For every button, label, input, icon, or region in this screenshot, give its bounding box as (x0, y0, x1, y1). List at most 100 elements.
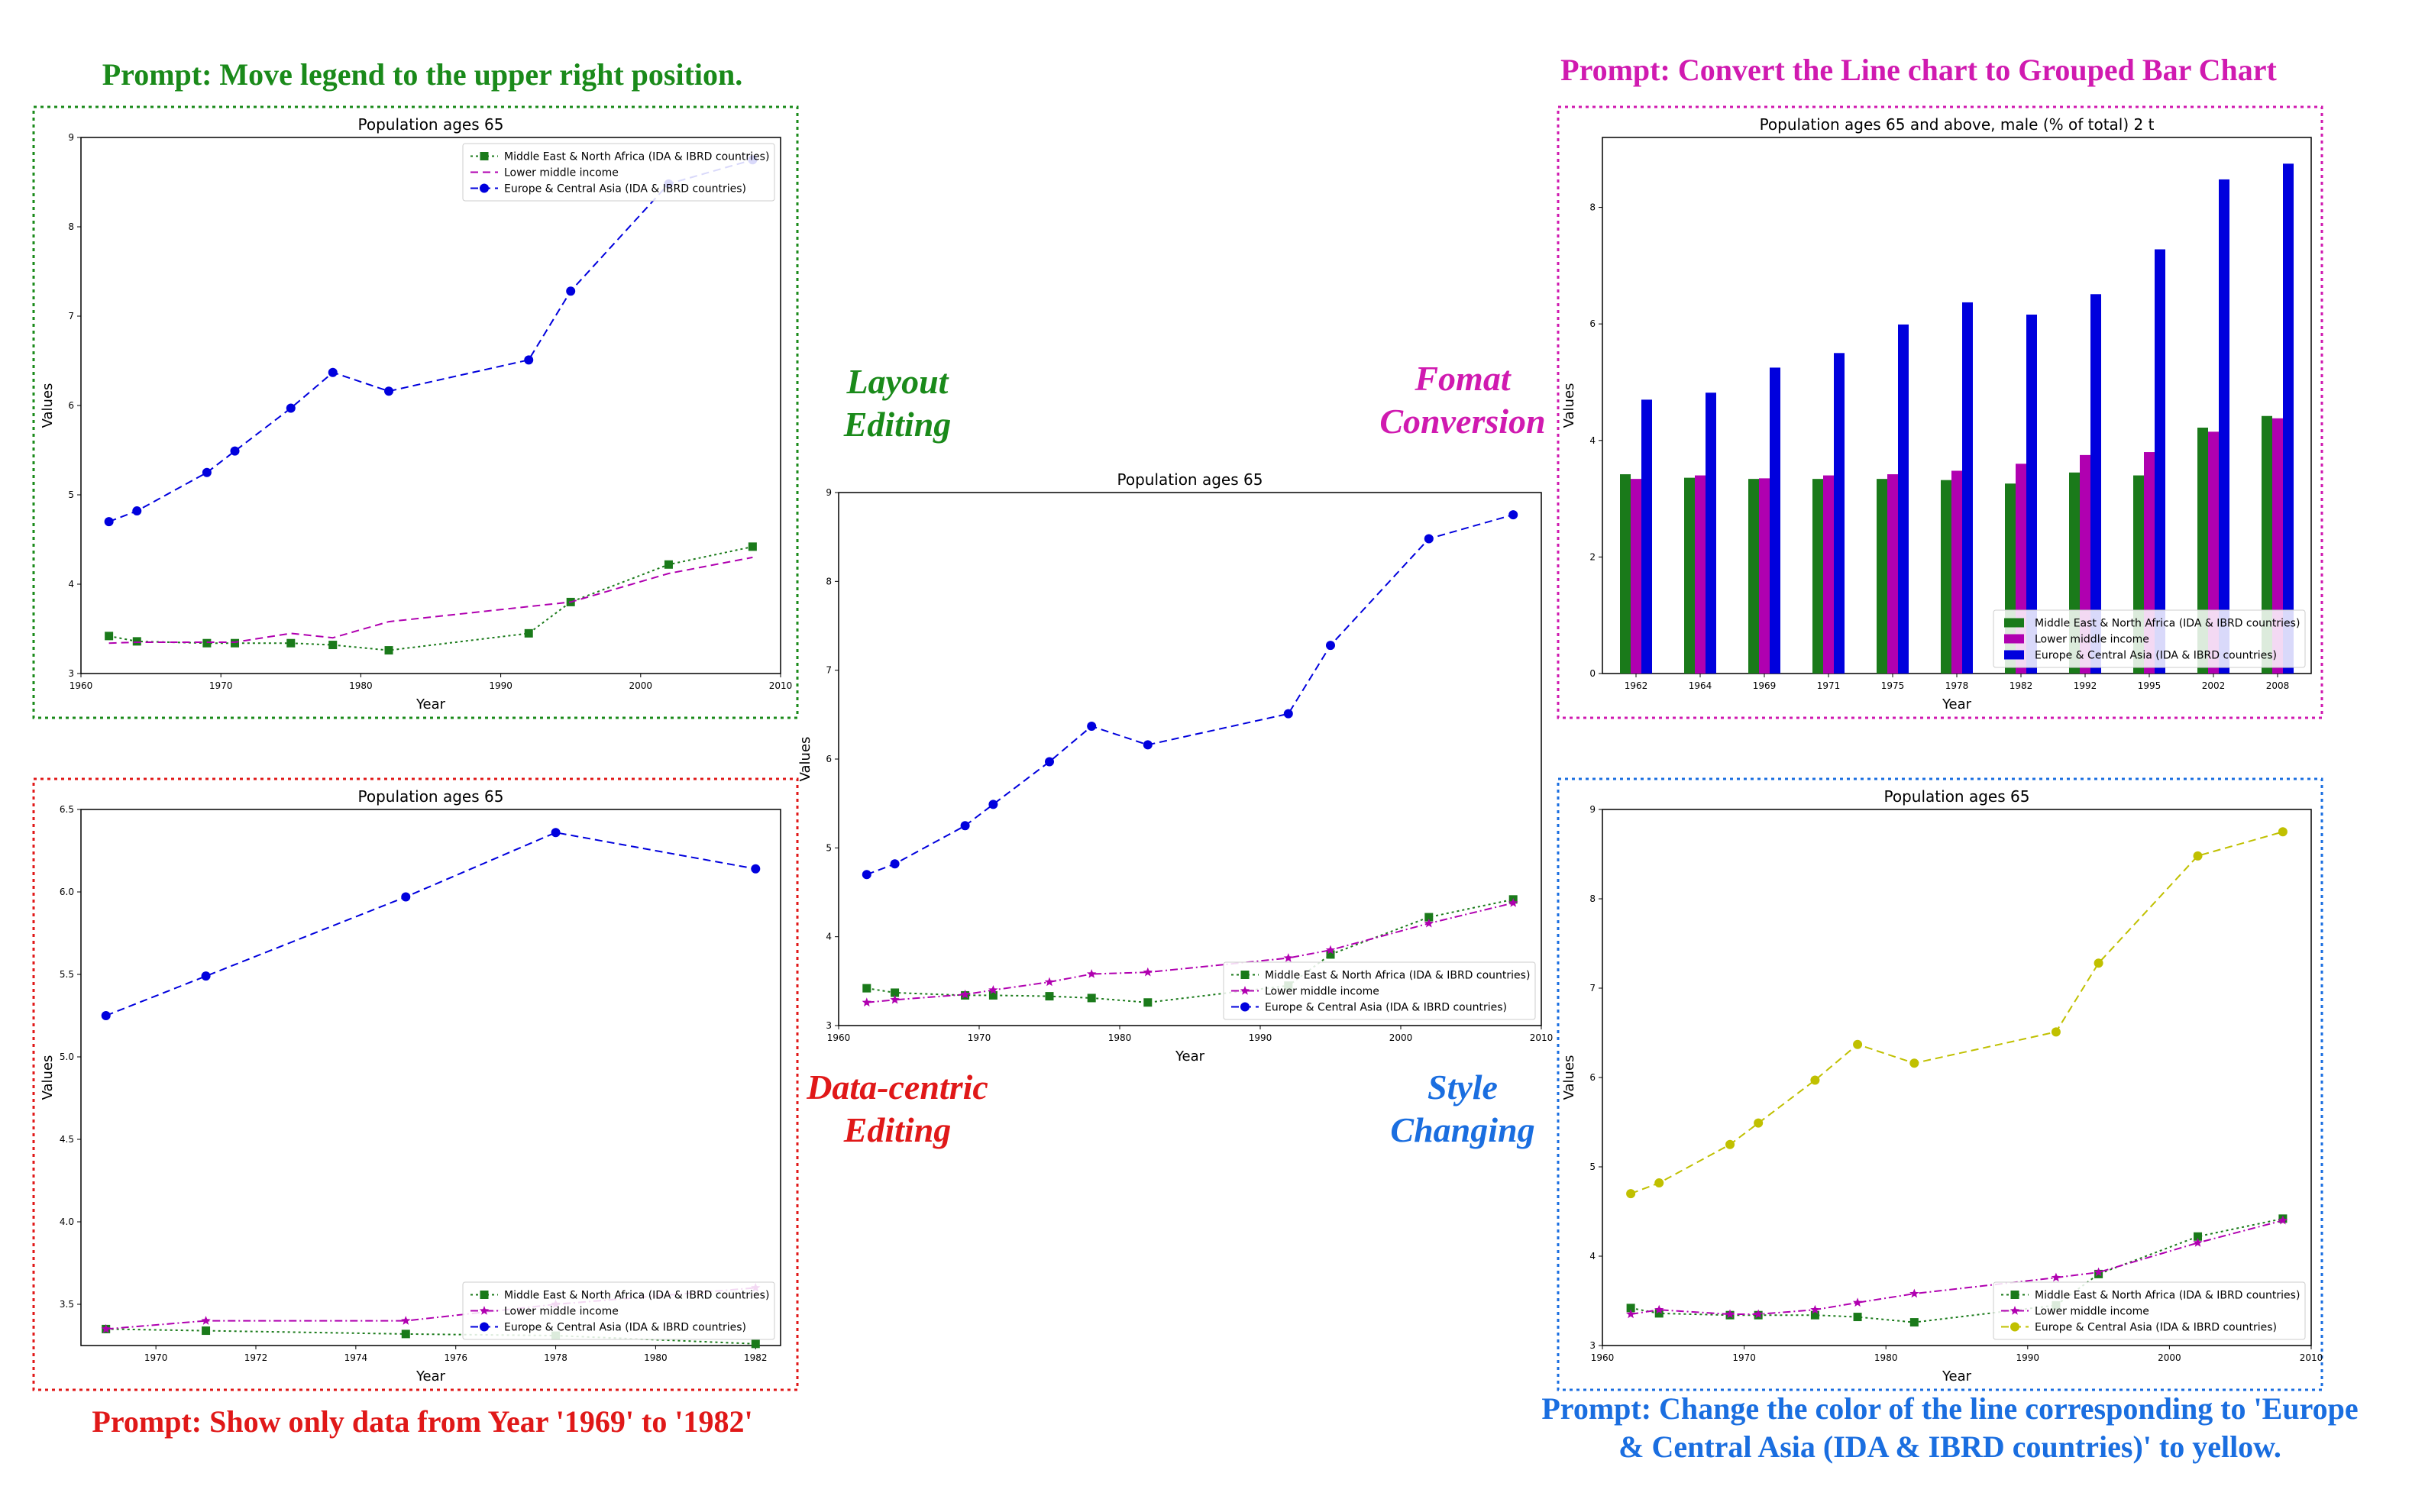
data-point (748, 542, 757, 551)
data-point (1626, 1304, 1635, 1313)
x-tick-label: 1992 (2074, 680, 2097, 691)
data-point (1909, 1288, 1919, 1298)
data-point (1143, 998, 1153, 1007)
legend: Middle East & North Africa (IDA & IBRD c… (462, 1281, 775, 1340)
data-point (862, 997, 871, 1006)
data-point (1654, 1178, 1664, 1188)
y-tick-label: 6.5 (60, 804, 74, 815)
y-tick-label: 3 (826, 1020, 832, 1031)
x-tick-label: 1982 (744, 1352, 768, 1363)
data-point (2094, 1267, 2103, 1277)
data-point (384, 386, 394, 396)
y-axis-label: Values (1561, 1055, 1577, 1100)
series-line (108, 545, 753, 651)
chart-title: Population ages 65 (358, 787, 504, 806)
x-tick-label: 2008 (2266, 680, 2290, 691)
data-point (2193, 1238, 2203, 1247)
data-point (2010, 1306, 2020, 1315)
y-tick-label: 6.0 (60, 887, 74, 897)
x-axis-label: Year (415, 696, 446, 712)
series-2 (101, 828, 761, 1020)
x-tick-label: 1978 (544, 1352, 567, 1363)
data-point (2051, 1027, 2061, 1037)
y-axis-label: Values (40, 383, 56, 428)
data-point (1087, 969, 1097, 978)
chart-format-conversion: Population ages 65 and above, male (% of… (1561, 115, 2312, 712)
data-point (551, 828, 561, 838)
data-point (524, 355, 534, 365)
legend-box (1993, 1281, 2306, 1340)
y-tick-label: 8 (1589, 893, 1596, 904)
legend: Middle East & North Africa (IDA & IBRD c… (1223, 961, 1536, 1020)
data-point (960, 821, 970, 831)
y-tick-label: 3 (68, 668, 74, 679)
prompt-layout: Prompt: Move legend to the upper right p… (102, 57, 743, 92)
x-tick-label: 2010 (2300, 1352, 2323, 1363)
chart-title: Population ages 65 (1117, 470, 1263, 489)
legend: Middle East & North Africa (IDA & IBRD c… (1993, 609, 2306, 668)
plot-area (1602, 809, 2312, 1346)
y-tick-label: 9 (68, 132, 74, 143)
x-axis-label: Year (1942, 1368, 1972, 1384)
data-point (890, 859, 900, 869)
data-point (1654, 1309, 1664, 1318)
x-tick-label: 1980 (644, 1352, 668, 1363)
bar (1834, 353, 1845, 674)
category-style-line2: Changing (1390, 1110, 1534, 1149)
data-point (401, 1316, 411, 1325)
bar (1898, 324, 1909, 674)
y-tick-label: 3 (1589, 1340, 1596, 1351)
legend: Middle East & North Africa (IDA & IBRD c… (462, 143, 775, 202)
y-axis-label: Values (40, 1055, 56, 1100)
data-point (1326, 641, 1335, 651)
y-axis-label: Values (797, 737, 813, 782)
y-tick-label: 8 (68, 221, 74, 232)
data-point (1725, 1309, 1735, 1319)
bar (1941, 480, 1951, 674)
data-point (132, 637, 141, 646)
y-tick-label: 3.5 (60, 1299, 74, 1310)
data-point (1810, 1304, 1820, 1314)
data-point (202, 638, 212, 648)
series-2 (862, 510, 1518, 880)
data-point (1283, 953, 1293, 962)
data-point (201, 1316, 211, 1325)
series-line (1630, 1220, 2284, 1315)
bar (1641, 399, 1652, 674)
category-data-line1: Data-centric (806, 1068, 988, 1107)
chart-layout-editing: Population ages 65 Year Values 1960 1970 1980… (40, 115, 792, 712)
x-tick-label: 1960 (827, 1032, 851, 1043)
legend-label: Middle East & North Africa (IDA & IBRD c… (1265, 970, 1530, 982)
series-line (108, 556, 753, 645)
prompt-style-line1: Prompt: Change the color of the line cor… (1541, 1391, 2358, 1426)
data-point (1283, 709, 1293, 719)
chart-title: Population ages 65 and above, male (% of… (1760, 115, 2155, 134)
bar (1748, 479, 1759, 674)
data-point (2010, 1291, 2019, 1299)
y-tick-label: 4 (1589, 1251, 1596, 1262)
data-point (1508, 898, 1518, 907)
data-point (201, 971, 211, 981)
legend-label: Lower middle income (504, 167, 619, 179)
y-tick-label: 6 (1589, 318, 1596, 329)
x-tick-label: 1972 (244, 1352, 268, 1363)
bar (1812, 479, 1823, 674)
x-tick-label: 1976 (444, 1352, 467, 1363)
x-tick-label: 2000 (1389, 1032, 1413, 1043)
data-point (328, 367, 338, 377)
series-line (866, 514, 1514, 876)
x-tick-label: 1980 (349, 680, 373, 691)
data-point (1852, 1297, 1863, 1307)
series-line (108, 159, 753, 523)
y-tick-label: 6 (1589, 1072, 1596, 1083)
y-tick-label: 7 (826, 665, 832, 676)
data-point (890, 994, 900, 1004)
legend-label: Europe & Central Asia (IDA & IBRD countr… (504, 1322, 746, 1334)
data-point (480, 152, 489, 160)
data-point (2051, 1272, 2061, 1282)
x-tick-label: 1964 (1689, 680, 1712, 691)
legend-swatch (2004, 618, 2024, 628)
data-point (751, 864, 761, 874)
data-point (988, 800, 998, 809)
legend-label: Lower middle income (2035, 634, 2149, 646)
